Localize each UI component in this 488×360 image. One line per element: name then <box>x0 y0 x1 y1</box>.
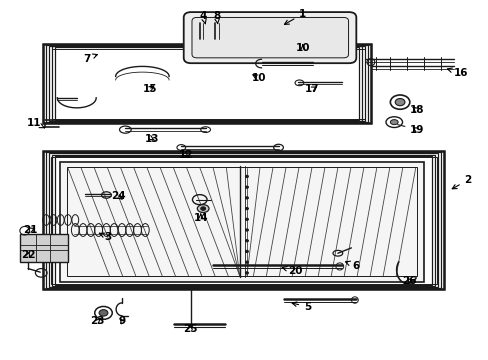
Text: 2: 2 <box>451 175 471 189</box>
Text: 7: 7 <box>82 54 97 64</box>
Text: 22: 22 <box>21 250 35 260</box>
Text: 14: 14 <box>193 212 207 222</box>
Text: 12: 12 <box>179 150 193 160</box>
Ellipse shape <box>245 207 248 210</box>
Ellipse shape <box>197 204 208 212</box>
Text: 24: 24 <box>111 191 125 201</box>
Text: 13: 13 <box>144 134 159 144</box>
Text: 21: 21 <box>23 225 38 235</box>
Text: 10: 10 <box>251 73 266 83</box>
Text: 20: 20 <box>282 266 302 276</box>
Text: 25: 25 <box>183 324 197 334</box>
Text: 23: 23 <box>90 316 105 326</box>
Text: 18: 18 <box>409 105 424 115</box>
Ellipse shape <box>245 240 248 242</box>
Text: 15: 15 <box>142 84 157 94</box>
Text: 16: 16 <box>447 68 467 78</box>
Text: 9: 9 <box>118 316 125 326</box>
Ellipse shape <box>245 272 248 274</box>
Ellipse shape <box>245 186 248 188</box>
Ellipse shape <box>389 120 397 125</box>
Ellipse shape <box>245 218 248 220</box>
Text: 5: 5 <box>291 302 311 312</box>
Text: 10: 10 <box>295 43 309 53</box>
Text: 1: 1 <box>284 9 306 24</box>
Polygon shape <box>60 162 424 282</box>
Ellipse shape <box>245 175 248 177</box>
Text: 26: 26 <box>402 276 416 286</box>
Text: 3: 3 <box>99 232 112 242</box>
Text: 8: 8 <box>213 11 220 24</box>
Ellipse shape <box>245 261 248 263</box>
Text: 6: 6 <box>345 261 359 271</box>
Ellipse shape <box>201 207 205 210</box>
Text: 4: 4 <box>199 11 206 24</box>
Ellipse shape <box>245 197 248 199</box>
Text: 17: 17 <box>305 84 319 94</box>
Ellipse shape <box>245 229 248 231</box>
Ellipse shape <box>245 250 248 252</box>
Ellipse shape <box>99 310 108 316</box>
Text: 19: 19 <box>409 125 424 135</box>
FancyBboxPatch shape <box>183 12 356 63</box>
FancyBboxPatch shape <box>192 18 348 58</box>
Ellipse shape <box>394 99 404 106</box>
Text: 11: 11 <box>27 118 44 128</box>
Bar <box>20 234 68 262</box>
